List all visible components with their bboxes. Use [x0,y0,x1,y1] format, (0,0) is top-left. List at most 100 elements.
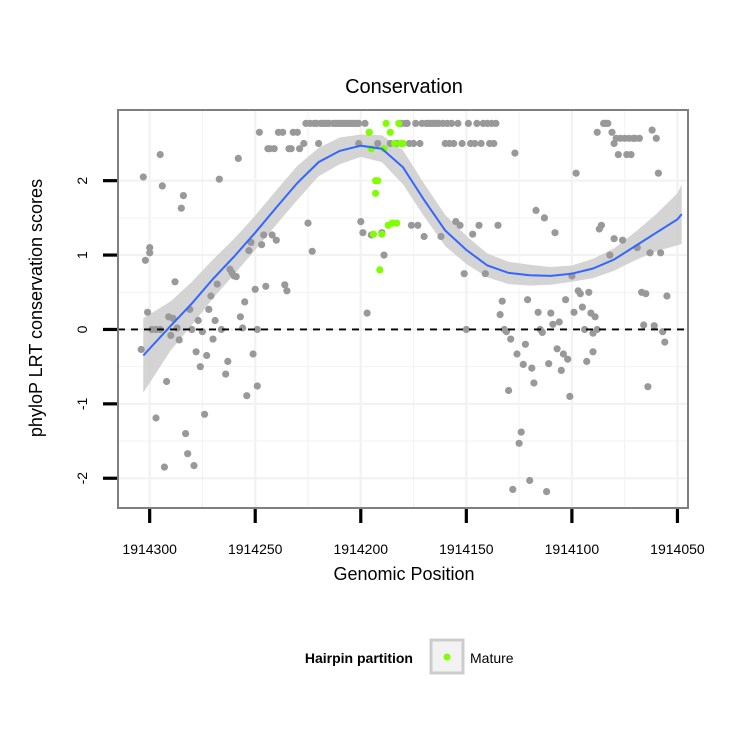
data-point-gray [209,335,217,343]
data-point-gray [610,235,618,243]
data-point-gray [553,345,561,353]
data-point-gray [190,462,198,470]
data-point-gray [591,313,599,321]
data-point-gray [255,128,263,136]
data-point-mature [380,145,388,153]
data-point-gray [201,410,209,418]
data-point-gray [543,488,551,496]
y-tick-label: 2 [74,177,90,185]
data-point-gray [160,463,168,471]
data-point-gray [241,298,249,306]
data-point-gray [144,308,152,316]
data-point-gray [642,290,650,298]
data-point-mature [376,266,384,274]
data-point-gray [526,476,534,485]
legend-key-box [429,638,465,675]
data-point-gray [272,236,280,244]
data-point-gray [619,236,627,244]
data-point-gray [593,325,601,334]
data-point-gray [175,336,183,344]
data-point-gray [234,154,242,162]
data-point-gray [192,348,200,356]
data-point-gray [224,357,232,365]
data-point-gray [456,221,464,229]
data-point-mature [365,128,373,136]
data-point-gray [260,231,268,239]
data-point-gray [471,139,479,148]
legend: Hairpin partition Mature [305,638,514,675]
y-tick-label: -1 [74,397,90,410]
data-point-gray [253,382,261,390]
data-point-gray [450,139,458,148]
data-point-gray [661,338,669,346]
data-point-gray [583,357,591,365]
data-point-gray [315,139,323,148]
data-point-gray [171,278,179,286]
data-point-gray [462,325,470,334]
data-point-gray [448,119,456,127]
plot-panel: 1914300 1914250 1914200 1914150 1914100 19140… [74,109,705,557]
data-point-gray [524,296,532,304]
data-point-gray [654,169,663,177]
x-tick-label: 1914300 [122,541,177,557]
data-point-gray [515,439,523,447]
data-point-gray [163,377,171,386]
data-point-mature [372,189,380,197]
data-point-gray [572,169,580,177]
data-point-gray [268,231,276,239]
chart-title: Conservation [345,76,463,98]
data-point-gray [188,325,196,334]
data-point-gray [374,139,382,148]
data-point-gray [521,340,530,348]
data-point-gray [454,119,462,127]
data-point-gray [578,303,587,311]
data-point-gray [416,139,424,148]
data-point-gray [606,251,614,259]
data-point-gray [258,241,266,249]
legend-label-mature: Mature [470,650,514,666]
data-point-mature [399,139,407,148]
data-point-gray [528,364,536,372]
data-point-gray [262,282,270,290]
data-point-gray [249,350,257,358]
smooth-trend-line [142,144,683,357]
data-point-gray [492,119,500,127]
confidence-band [143,134,682,393]
data-point-gray [196,363,204,371]
data-point-gray [380,251,388,259]
data-point-gray [490,139,498,148]
data-point-gray [215,175,223,183]
data-point-gray [635,134,644,142]
y-tick-label: 0 [74,325,90,333]
data-point-gray [494,221,502,229]
data-point-gray [357,218,365,226]
x-tick-label: 1914150 [439,541,494,557]
data-point-mature [369,230,377,238]
data-point-gray [564,355,572,363]
data-point-gray [475,221,483,229]
x-tick-label: 1914050 [650,541,705,557]
data-point-gray [300,139,308,148]
data-point-gray [270,145,278,153]
data-point-gray [146,244,154,252]
data-point-gray [585,288,593,296]
y-tick-label: 1 [74,251,90,259]
data-point-gray [410,139,418,148]
data-point-gray [530,379,538,387]
data-point-gray [540,214,549,222]
data-point-gray [137,345,145,354]
data-point-gray [458,139,466,148]
data-point-gray [211,316,219,325]
data-point-gray [407,221,415,229]
data-point-gray [650,322,658,330]
data-point-gray [169,314,177,322]
panel-border [117,109,689,509]
data-point-gray [562,296,570,304]
data-point-gray [589,348,597,356]
data-point-gray [549,320,557,328]
data-point-gray [437,232,445,241]
data-point-gray [538,328,546,336]
data-point-gray [498,297,506,305]
data-point-gray [566,392,574,400]
data-point-gray [644,383,652,391]
